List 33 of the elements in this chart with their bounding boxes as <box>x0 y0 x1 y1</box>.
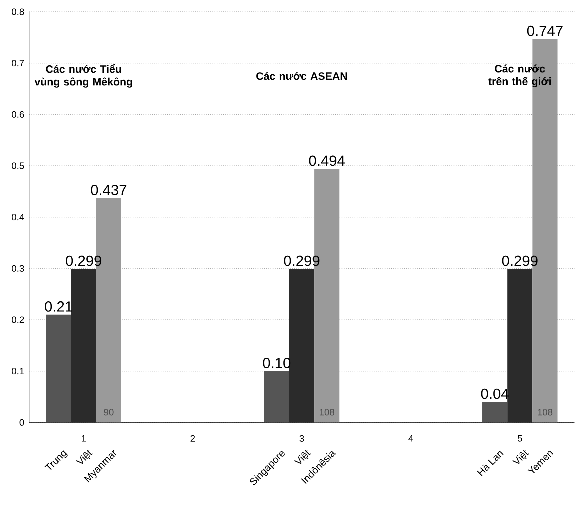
annotation: 108 <box>538 409 553 416</box>
x-tick-label: 5 <box>518 436 522 442</box>
annotation: Việt <box>512 450 530 464</box>
y-tick-label: 0.1 <box>12 368 24 375</box>
y-tick-label: 0.6 <box>12 112 24 118</box>
data-label: 0.299 <box>284 256 320 266</box>
annotation: Các nước ASEAN <box>256 72 348 80</box>
bar <box>482 402 508 423</box>
x-tick-label: 2 <box>190 436 196 442</box>
y-tick-label: 0.8 <box>12 8 24 16</box>
annotation: Hà Lan <box>477 452 504 477</box>
bar <box>289 269 315 423</box>
bar <box>264 372 290 423</box>
data-label: 0.494 <box>309 156 345 166</box>
y-tick-label: 0 <box>20 420 24 426</box>
data-label: 0.747 <box>527 26 563 36</box>
annotation: 90 <box>104 409 114 416</box>
data-label: 0.299 <box>502 256 538 266</box>
x-tick-label: 1 <box>82 436 86 442</box>
y-tick-label: 0.7 <box>12 60 24 67</box>
y-tick-label: 0.4 <box>12 214 24 221</box>
bar <box>71 269 96 423</box>
y-tick-label: 0.2 <box>12 316 24 324</box>
bar <box>46 315 72 423</box>
annotation: 108 <box>320 409 334 416</box>
data-label: 0.299 <box>66 256 102 266</box>
x-tick-label: 3 <box>300 436 304 442</box>
bar <box>508 269 533 423</box>
y-tick-label: 0.5 <box>12 162 24 170</box>
x-tick-label: 4 <box>408 436 414 442</box>
annotation: Các nước Tiểu vùng sông Mêkông <box>34 64 132 88</box>
y-tick-label: 0.3 <box>12 266 24 272</box>
data-label: 0.437 <box>91 185 127 196</box>
